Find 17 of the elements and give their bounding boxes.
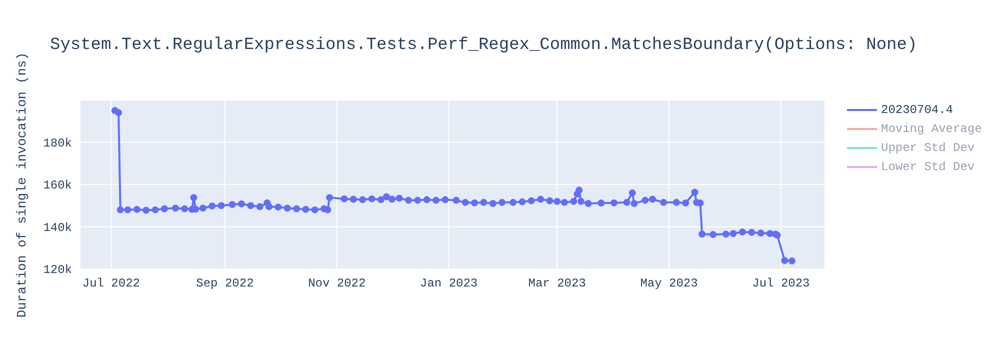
y-tick-label: 140k [43,220,72,235]
y-tick-label: 180k [43,136,72,150]
y-tick-label: 160k [43,178,72,193]
legend-label: 20230704.4 [881,102,954,116]
x-tick-label: Jan 2023 [420,276,478,291]
chart-title: System.Text.RegularExpressions.Tests.Perf_Regex_Common.MatchesBoundary(Options: None) [50,36,918,55]
x-tick-label: Jul 2022 [82,276,140,291]
x-tick-label: May 2023 [640,276,698,291]
x-tick-label: Nov 2022 [308,276,366,291]
x-tick-label: Sep 2022 [196,276,254,291]
legend-label: Moving Average [881,122,982,136]
legend-label: Lower Std Dev [881,160,975,174]
legend-label: Upper Std Dev [881,140,975,154]
x-tick-label: Jul 2023 [752,276,810,291]
y-axis-title: Duration of single invocation (ns) [14,52,30,318]
x-tick-label: Mar 2023 [528,276,586,291]
y-tick-label: 120k [43,263,72,278]
